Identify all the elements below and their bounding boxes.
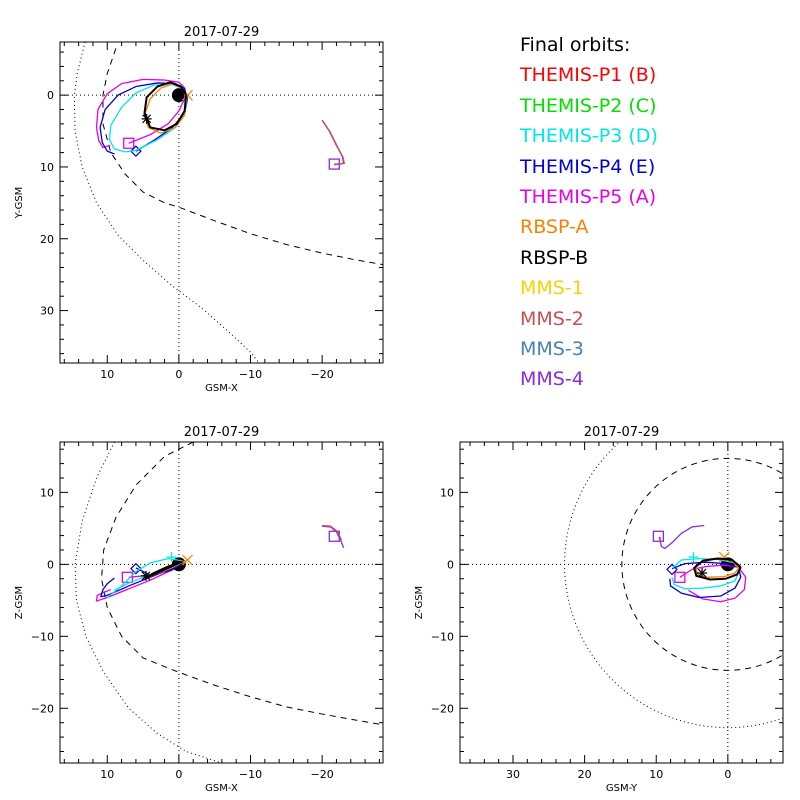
earth-marker (171, 88, 186, 103)
x-axis-label: GSM-X (205, 383, 238, 394)
orbit-mms-4 (321, 119, 345, 165)
start-marker-rbsp-a (718, 551, 730, 563)
x-tick-label: −10 (239, 368, 262, 381)
start-marker-themis-p5-a (121, 571, 133, 583)
orbit-mms-4 (322, 525, 345, 549)
y-tick-label: 0 (47, 89, 54, 102)
y-axis-label: Y-GSM (14, 187, 25, 220)
x-tick-label: −10 (239, 768, 262, 781)
legend-item-mms-1: MMS-1 (520, 277, 584, 300)
x-tick-label: −20 (311, 768, 334, 781)
start-marker-themis-p3-d (166, 552, 177, 563)
y-tick-label: 10 (40, 161, 54, 174)
start-marker-themis-p5-a (123, 137, 135, 149)
orbit-themis-p4-e (100, 561, 186, 598)
plot-frame (459, 441, 784, 764)
legend-item-rbsp-b: RBSP-B (520, 246, 589, 269)
x-tick-label: 0 (175, 768, 182, 781)
y-tick-label: 0 (447, 558, 454, 571)
x-tick-label: 20 (578, 768, 592, 781)
start-marker-rbsp-b (140, 570, 151, 581)
plot-frame (59, 441, 384, 764)
x-tick-label: 10 (649, 768, 663, 781)
orbit-themis-p3-d (671, 557, 740, 590)
magnetopause-curve (101, 442, 383, 726)
panel-xz-plot: 2017-07-29 GSM-X Z-GSM 10 0 −10 −20 10 0 −10 −20 (14, 425, 384, 794)
legend-item-themis-p2: THEMIS-P2 (C) (520, 94, 657, 117)
start-marker-rbsp-a (182, 554, 193, 566)
x-tick-label: −20 (311, 368, 334, 381)
x-tick-label: 10 (100, 368, 114, 381)
start-marker-themis-p5-a (674, 571, 686, 583)
y-axis-label: Z-GSM (414, 586, 425, 619)
x-axis-label: GSM-X (205, 783, 238, 794)
legend-item-themis-p3: THEMIS-P3 (D) (520, 125, 658, 148)
x-tick-label: 0 (724, 768, 731, 781)
legend-item-mms-4: MMS-4 (520, 368, 584, 391)
orbit-themis-p3-d (106, 557, 184, 598)
magnetopause-curve (102, 48, 383, 266)
orbit-rbsp-b (143, 81, 188, 132)
orbit-themis-p5-a (95, 78, 186, 149)
start-marker-rbsp-b (697, 567, 708, 578)
plot-title: 2017-07-29 (184, 25, 260, 40)
panel-xy-plot: 2017-07-29 GSM-X Y-GSM 10 0 −10 −20 0 10 20 30 (14, 25, 384, 394)
bow-shock-curve (74, 442, 223, 763)
orbit-mms-2 (658, 536, 662, 546)
orbit-mms-4 (659, 524, 705, 550)
x-tick-label: 0 (175, 368, 182, 381)
orbit-rbsp-b (144, 560, 183, 580)
y-tick-label: 20 (40, 233, 54, 246)
bow-shock-curve (73, 42, 260, 363)
x-axis-label: GSM-Y (606, 783, 638, 794)
x-tick-label: 10 (100, 768, 114, 781)
plot-title: 2017-07-29 (584, 425, 660, 440)
y-tick-label: −20 (31, 702, 54, 715)
orbit-mms-2 (322, 524, 343, 541)
x-tick-label: 30 (506, 768, 520, 781)
start-marker-themis-p4-e (130, 562, 142, 575)
start-marker-mms-4 (652, 530, 665, 542)
plot-title: 2017-07-29 (184, 425, 260, 440)
legend-item-mms-3: MMS-3 (520, 338, 584, 361)
legend-title: Final orbits: (520, 34, 631, 56)
magnetopause-curve (621, 457, 783, 671)
orbit-themis-p4-e (669, 561, 742, 599)
y-tick-label: 10 (440, 486, 454, 499)
start-marker-themis-p4-e (666, 563, 678, 576)
legend-item-rbsp-a: RBSP-A (520, 216, 589, 239)
start-marker-themis-p3-d (688, 552, 699, 563)
orbit-mms-2 (322, 120, 345, 166)
y-tick-label: −10 (31, 630, 54, 643)
y-tick-label: −20 (431, 702, 454, 715)
plot-frame (59, 41, 384, 364)
bow-shock-curve (564, 442, 783, 729)
legend: Final orbits: THEMIS-P1 (B) THEMIS-P2 (C… (520, 30, 658, 395)
y-tick-label: 10 (40, 486, 54, 499)
orbit-rbsp-b (693, 557, 742, 581)
y-tick-label: 30 (40, 305, 54, 318)
legend-item-themis-p1: THEMIS-P1 (B) (520, 64, 657, 87)
y-axis-label: Z-GSM (14, 586, 25, 619)
orbit-themis-p5-a (679, 564, 747, 603)
start-marker-rbsp-b (141, 113, 152, 124)
y-tick-label: 0 (47, 558, 54, 571)
panel-yz-plot: 2017-07-29 GSM-Y Z-GSM 30 20 10 0 10 0 −10 −20 (414, 425, 784, 794)
y-tick-label: −10 (431, 630, 454, 643)
legend-item-mms-2: MMS-2 (520, 307, 584, 330)
legend-item-themis-p4: THEMIS-P4 (E) (520, 155, 656, 178)
legend-item-themis-p5: THEMIS-P5 (A) (520, 186, 657, 209)
